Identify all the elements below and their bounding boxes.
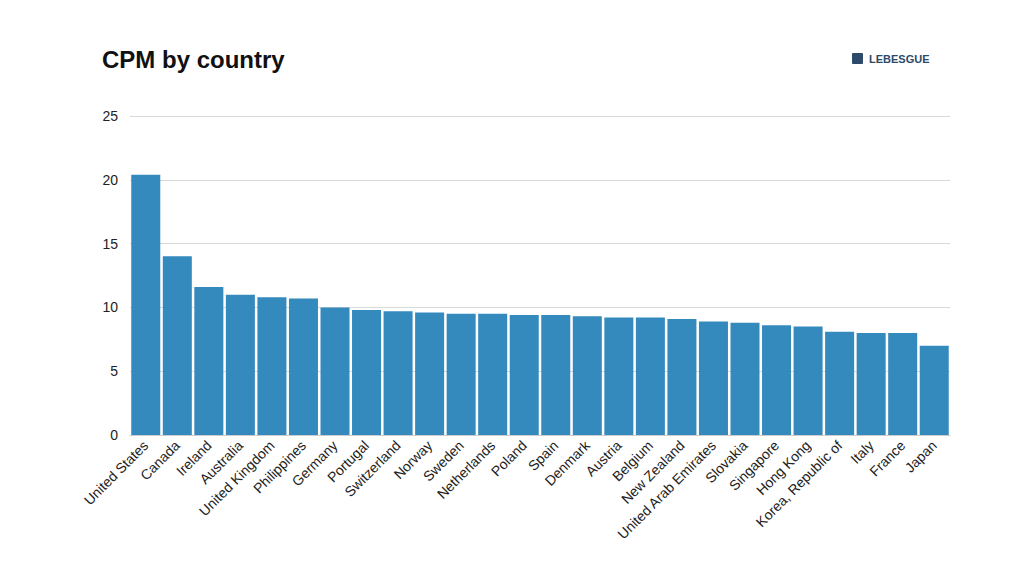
svg-text:Germany: Germany	[288, 437, 341, 490]
svg-text:Slovakia: Slovakia	[702, 437, 751, 486]
svg-text:United Kingdom: United Kingdom	[195, 437, 278, 519]
svg-text:New Zealand: New Zealand	[618, 437, 688, 507]
svg-text:Austria: Austria	[582, 437, 625, 480]
svg-text:10: 10	[102, 299, 118, 315]
svg-text:Denmark: Denmark	[542, 437, 594, 489]
svg-text:Norway: Norway	[390, 437, 436, 483]
svg-text:France: France	[866, 437, 908, 479]
svg-text:Singapore: Singapore	[725, 437, 783, 494]
svg-text:LEBESGUE: LEBESGUE	[869, 53, 930, 65]
svg-text:15: 15	[102, 236, 118, 252]
svg-text:Philippines: Philippines	[250, 437, 310, 497]
svg-text:5: 5	[110, 363, 118, 379]
svg-text:0: 0	[110, 427, 118, 443]
svg-text:Poland: Poland	[488, 437, 530, 479]
svg-text:Belgium: Belgium	[609, 437, 656, 485]
svg-text:Korea, Republic of: Korea, Republic of	[753, 437, 846, 530]
svg-text:United Arab Emirates: United Arab Emirates	[614, 437, 719, 542]
svg-text:Hong Kong: Hong Kong	[752, 437, 814, 499]
svg-text:Canada: Canada	[137, 437, 183, 483]
svg-text:Switzerland: Switzerland	[341, 437, 404, 500]
svg-text:25: 25	[102, 108, 118, 124]
svg-text:Netherlands: Netherlands	[433, 437, 499, 502]
svg-text:Sweden: Sweden	[419, 437, 467, 485]
svg-text:CPM by country: CPM by country	[102, 46, 285, 73]
svg-text:Ireland: Ireland	[172, 437, 215, 479]
svg-text:Portugal: Portugal	[324, 437, 373, 486]
svg-text:United States: United States	[80, 437, 152, 508]
svg-text:Italy: Italy	[847, 437, 877, 467]
svg-text:Spain: Spain	[524, 437, 562, 474]
svg-text:20: 20	[102, 172, 118, 188]
svg-text:Australia: Australia	[196, 437, 246, 488]
svg-text:Japan: Japan	[902, 437, 940, 475]
